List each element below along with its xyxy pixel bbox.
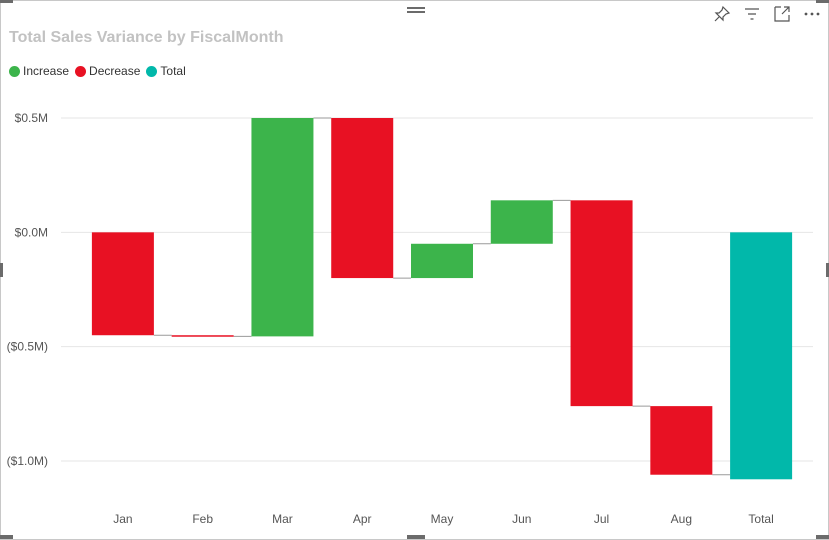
drag-handle-icon[interactable] xyxy=(407,7,425,15)
x-tick-label: Jul xyxy=(594,512,609,526)
legend-dot-increase xyxy=(9,65,20,77)
bar-mar xyxy=(251,118,314,337)
filter-icon[interactable] xyxy=(742,4,762,24)
bar-feb xyxy=(171,335,234,337)
bar-jul xyxy=(570,200,633,407)
resize-handle-top-right[interactable] xyxy=(816,0,829,3)
x-tick-label: Jan xyxy=(113,512,132,526)
x-tick-label: Apr xyxy=(353,512,372,526)
legend-label-increase: Increase xyxy=(23,64,70,78)
bar-jun xyxy=(490,200,553,244)
chart-legend: Increase Decrease Total xyxy=(9,64,186,78)
legend-dot-decrease xyxy=(75,65,87,77)
bar-aug xyxy=(650,406,713,475)
pin-icon[interactable] xyxy=(712,4,732,24)
legend-item-total[interactable]: Total xyxy=(146,64,186,78)
legend-label-decrease: Decrease xyxy=(89,64,141,78)
visual-header-toolbar xyxy=(712,4,822,24)
x-tick-label: Mar xyxy=(272,512,293,526)
resize-handle-top-left[interactable] xyxy=(0,0,13,3)
legend-item-increase[interactable]: Increase xyxy=(9,64,69,78)
bar-jan xyxy=(91,232,154,336)
legend-dot-total xyxy=(146,65,158,77)
focus-mode-icon[interactable] xyxy=(772,4,792,24)
resize-handle-bottom-right[interactable] xyxy=(816,535,829,539)
x-tick-label: Aug xyxy=(671,512,692,526)
x-tick-label: Total xyxy=(748,512,773,526)
y-tick-label: $0.0M xyxy=(15,225,48,239)
x-tick-label: Feb xyxy=(192,512,213,526)
chart-title: Total Sales Variance by FiscalMonth xyxy=(9,29,284,46)
more-options-icon[interactable] xyxy=(802,4,822,24)
bar-total xyxy=(730,232,793,480)
resize-handle-bottom-left[interactable] xyxy=(0,535,13,539)
x-tick-label: Jun xyxy=(512,512,531,526)
bar-may xyxy=(411,243,473,279)
resize-handle-bottom[interactable] xyxy=(407,535,425,539)
legend-item-decrease[interactable]: Decrease xyxy=(75,64,140,78)
resize-handle-left[interactable] xyxy=(0,263,3,277)
y-tick-label: ($0.5M) xyxy=(7,340,48,354)
bar-apr xyxy=(331,118,394,279)
y-tick-label: ($1.0M) xyxy=(7,454,48,468)
resize-handle-right[interactable] xyxy=(826,263,829,277)
y-tick-label: $0.5M xyxy=(15,111,48,125)
x-tick-label: May xyxy=(431,512,454,526)
legend-label-total: Total xyxy=(160,64,186,78)
